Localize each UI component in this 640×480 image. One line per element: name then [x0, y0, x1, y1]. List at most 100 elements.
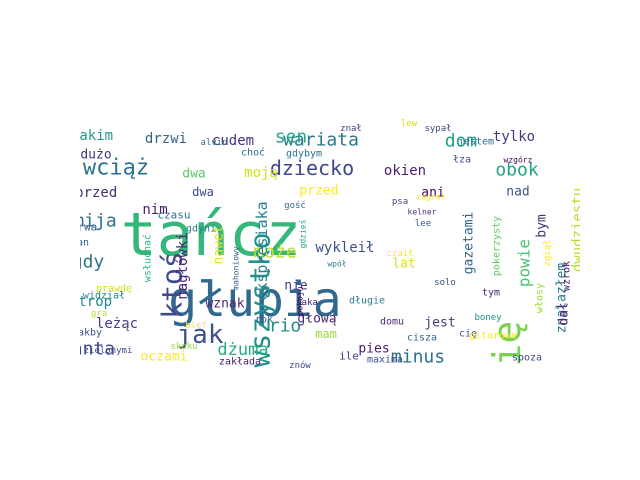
cloud-word: zgiął: [543, 239, 553, 266]
cloud-word: nawet: [212, 225, 227, 264]
cloud-word: nim: [142, 202, 167, 218]
cloud-word: lew: [401, 119, 418, 129]
cloud-word: pokerzysty: [492, 216, 503, 276]
word-cloud: tańcz głupia się wszystko ktoś jak wciąż dzieck…: [80, 110, 580, 370]
cloud-word: okien: [384, 163, 426, 179]
cloud-word: bym: [535, 214, 550, 238]
cloud-word: dwa: [182, 167, 205, 182]
cloud-word: znalazłem: [555, 263, 570, 334]
cloud-word: cię: [459, 329, 477, 340]
cloud-word: wsłuchać: [142, 234, 154, 282]
cloud-word: oczami: [141, 350, 188, 365]
cloud-word: tylko: [493, 129, 535, 145]
cloud-word: dwa: [192, 185, 214, 199]
cloud-word: powie: [515, 239, 534, 287]
cloud-word: dużo: [80, 148, 111, 163]
cloud-word: gdybym: [286, 149, 322, 160]
cloud-word: drzwi: [145, 131, 187, 147]
cloud-word: obok: [495, 160, 539, 181]
cloud-word: może: [253, 242, 296, 263]
cloud-word: kelner: [408, 208, 437, 217]
cloud-word: ktoś: [156, 251, 189, 318]
cloud-word: gra: [91, 309, 107, 319]
cloud-word: czaił: [386, 249, 413, 259]
cloud-word: dżuma: [217, 340, 268, 360]
cloud-word: się: [485, 321, 529, 370]
cloud-word: santa: [80, 339, 115, 360]
cloud-word: mahoniowy: [232, 246, 241, 290]
cloud-word: nagłówki: [175, 232, 191, 299]
cloud-word: mam: [315, 327, 337, 341]
cloud-word: dwudziestu: [570, 188, 580, 272]
cloud-word: wszystko: [244, 233, 277, 368]
cloud-word: znał: [340, 124, 362, 134]
cloud-word: spoza: [512, 353, 542, 364]
cloud-word: czasu: [157, 209, 190, 222]
cloud-word: znów: [289, 360, 311, 370]
cloud-word: dom: [445, 131, 478, 152]
cloud-word: tańcz: [121, 200, 302, 270]
cloud-word: taka: [296, 298, 318, 308]
cloud-word: głupia: [168, 272, 341, 328]
cloud-word: sypał: [424, 124, 451, 134]
cloud-word: ile: [339, 350, 359, 363]
cloud-word: jakim: [80, 128, 113, 144]
cloud-word: wznak: [205, 297, 244, 312]
cloud-word: boney: [474, 313, 502, 323]
cloud-word: długie: [349, 296, 385, 307]
cloud-word: dał: [557, 302, 572, 325]
cloud-word: jakby: [80, 328, 102, 339]
cloud-word: łza: [453, 155, 471, 166]
cloud-word: lat: [392, 257, 415, 272]
cloud-word: nad: [506, 185, 529, 200]
cloud-word: mija: [80, 211, 117, 232]
cloud-word: gdzieś: [298, 219, 308, 248]
cloud-word: ścian: [80, 237, 89, 249]
cloud-word: sprzed: [80, 185, 117, 201]
cloud-word: tym: [482, 288, 500, 299]
cloud-word: wpół: [327, 259, 346, 269]
cloud-word: ekspresiaka: [253, 201, 271, 300]
cloud-word: blef: [185, 321, 207, 331]
cloud-word: domu: [380, 317, 404, 328]
cloud-word: gazetami: [462, 212, 477, 275]
cloud-word: gość: [284, 200, 306, 211]
cloud-word: sen: [275, 127, 308, 148]
cloud-word: strop: [80, 294, 112, 310]
cloud-word: wykleił: [315, 240, 374, 256]
cloud-word: włosy: [535, 283, 546, 313]
cloud-word: gdyni: [186, 224, 216, 235]
cloud-word: głową: [297, 312, 336, 327]
cloud-word: rio: [269, 316, 302, 337]
cloud-word: skoku: [170, 342, 197, 352]
cloud-word: zakłada: [219, 357, 261, 368]
cloud-word: pokoju: [296, 286, 305, 315]
cloud-word: cisza: [407, 333, 437, 344]
cloud-word: moją: [244, 165, 278, 181]
cloud-word: wzrok: [562, 261, 573, 291]
cloud-word: gdy: [80, 252, 104, 273]
cloud-word: dziecko: [270, 156, 354, 180]
cloud-word: widział: [83, 291, 125, 302]
cloud-word: psa: [392, 197, 408, 207]
cloud-word: ani: [421, 186, 444, 201]
cloud-word: pies: [358, 342, 389, 357]
cloud-word: alvin: [200, 138, 227, 148]
cloud-word: zagrał: [417, 193, 446, 202]
cloud-word: solo: [434, 278, 456, 288]
cloud-word: jestem: [458, 137, 494, 148]
cloud-word: wciąż: [83, 156, 149, 181]
cloud-word: nie: [284, 279, 308, 294]
cloud-word: zielonymi: [84, 346, 133, 356]
cloud-word: maxima: [367, 355, 403, 366]
cloud-word: jak: [177, 320, 224, 350]
cloud-word: cudem: [212, 133, 254, 149]
cloud-word: lee: [415, 219, 431, 229]
cloud-word: rok: [255, 315, 273, 326]
cloud-word: trwa: [80, 221, 97, 234]
cloud-word: leżąc: [96, 316, 138, 332]
cloud-word: przed: [299, 184, 338, 199]
cloud-word: prawdę: [96, 284, 132, 295]
cloud-word: minus: [391, 347, 445, 368]
